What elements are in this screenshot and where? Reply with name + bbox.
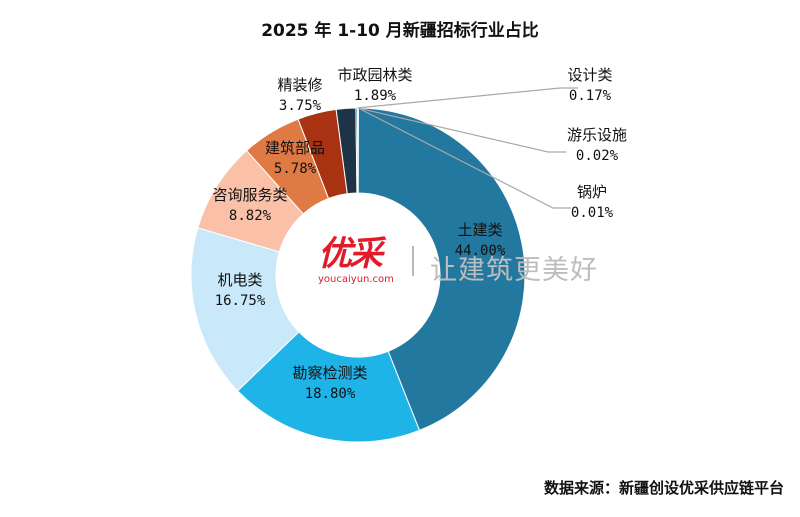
donut-slice-1 bbox=[236, 331, 421, 443]
donut-slice-9 bbox=[357, 107, 359, 194]
slice-percent-label-7: 0.17% bbox=[569, 88, 612, 104]
leader-line-7 bbox=[356, 87, 578, 109]
slice-name-label-7: 设计类 bbox=[567, 66, 612, 84]
slice-name-label-5: 精装修 bbox=[277, 76, 322, 94]
slice-name-label-8: 游乐设施 bbox=[567, 126, 627, 144]
slice-name-label-3: 咨询服务类 bbox=[212, 186, 287, 204]
slice-percent-label-1: 18.80% bbox=[305, 386, 356, 402]
slice-name-label-1: 勘察检测类 bbox=[292, 364, 367, 382]
slice-percent-label-6: 1.89% bbox=[354, 88, 397, 104]
leader-line-8 bbox=[357, 107, 566, 153]
watermark-divider bbox=[412, 246, 414, 276]
slice-name-label-9: 锅炉 bbox=[577, 183, 607, 201]
slice-percent-label-8: 0.02% bbox=[576, 148, 619, 164]
leader-line-9 bbox=[357, 107, 571, 209]
watermark-logo-text: 优采 bbox=[318, 234, 383, 274]
slice-name-label-0: 土建类 bbox=[457, 221, 502, 239]
donut-slice-0 bbox=[357, 107, 526, 431]
slice-name-label-6: 市政园林类 bbox=[337, 66, 412, 84]
donut-slice-2 bbox=[190, 227, 300, 392]
slice-name-label-4: 建筑部品 bbox=[265, 139, 325, 157]
slice-percent-label-9: 0.01% bbox=[571, 205, 614, 221]
data-source-note: 数据来源：新疆创设优采供应链平台 bbox=[543, 479, 784, 497]
slice-name-label-2: 机电类 bbox=[217, 271, 262, 289]
watermark-logo-url: youcaiyun.com bbox=[318, 274, 394, 285]
slice-percent-label-3: 8.82% bbox=[229, 208, 272, 224]
slice-percent-label-2: 16.75% bbox=[215, 293, 266, 309]
slice-percent-label-4: 5.78% bbox=[274, 161, 317, 177]
slice-percent-label-5: 3.75% bbox=[279, 98, 322, 114]
watermark-logo: 优采 youcaiyun.com bbox=[318, 236, 400, 292]
chart-title: 2025 年 1-10 月新疆招标行业占比 bbox=[261, 21, 539, 41]
watermark-slogan: 让建筑更美好 bbox=[430, 255, 598, 286]
slice-percent-label-0: 44.00% bbox=[455, 243, 506, 259]
